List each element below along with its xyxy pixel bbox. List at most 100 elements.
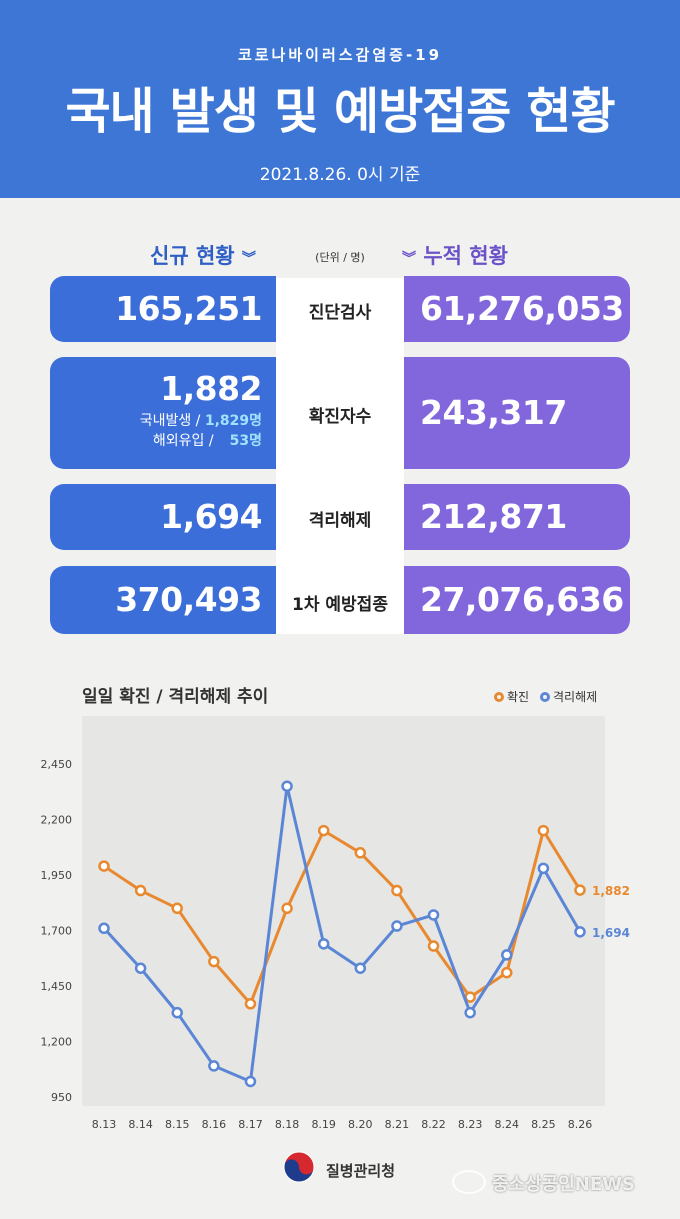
y-tick-label: 2,200 (41, 814, 73, 827)
data-point (208, 955, 220, 968)
data-point (391, 884, 403, 897)
x-tick-label: 8.23 (458, 1118, 483, 1131)
data-point (317, 824, 330, 837)
watermark: 중소상공인NEWS (452, 1170, 635, 1196)
y-tick-label: 1,200 (41, 1036, 73, 1049)
domestic-breakdown: 국내발생 / 1,829명 (50, 411, 262, 431)
watermark-logo-icon (452, 1170, 486, 1194)
new-status-heading: 신규 현황 ︾ (150, 240, 256, 270)
cumulative-released-value: 212,871 (420, 497, 567, 536)
cumulative-status-label: 누적 현황 (423, 244, 508, 268)
cumulative-tests-value: 61,276,053 (420, 289, 624, 328)
data-point (391, 920, 403, 932)
base-date: 2021.8.26. 0시 기준 (259, 165, 421, 185)
imported-label: 해외유입 / (152, 433, 214, 449)
data-point (134, 884, 147, 897)
data-point (281, 780, 293, 792)
x-tick-label: 8.13 (92, 1118, 117, 1131)
series-line-confirmed (103, 829, 582, 1006)
row-label-confirmed: 확진자수 (308, 407, 372, 427)
cumulative-vaccination-card: 27,076,636 (404, 566, 630, 634)
x-tick-label: 8.26 (568, 1118, 593, 1131)
new-tests-card: 165,251 (50, 276, 276, 342)
x-tick-label: 8.24 (495, 1118, 520, 1131)
data-point (354, 962, 367, 974)
x-tick-label: 8.20 (348, 1118, 373, 1131)
x-tick-label: 8.15 (165, 1118, 190, 1131)
row-label-vaccination: 1차 예방접종 (292, 595, 388, 615)
imported-breakdown: 해외유입 / 53명 (50, 431, 262, 451)
chevron-down-icon: ︾ (402, 251, 416, 267)
new-confirmed-value: 1,882 (160, 369, 262, 408)
data-point (281, 902, 293, 915)
data-point (244, 998, 257, 1010)
x-tick-label: 8.14 (128, 1118, 153, 1131)
legend-released-label: 격리해제 (553, 690, 598, 704)
x-tick-label: 8.16 (202, 1118, 227, 1131)
new-confirmed-card: 1,882 국내발생 / 1,829명 해외유입 / 53명 (50, 357, 276, 469)
legend-released: 격리해제 (540, 688, 597, 705)
data-point (537, 862, 550, 875)
y-tick-label: 1,700 (41, 925, 73, 938)
legend-confirmed-label: 확진 (507, 690, 530, 704)
data-point (537, 824, 550, 837)
data-point (574, 884, 586, 896)
x-tick-label: 8.25 (531, 1118, 556, 1131)
data-point (317, 938, 330, 950)
data-point (354, 847, 367, 859)
x-tick-label: 8.22 (421, 1118, 446, 1131)
unit-label: (단위 / 명) (315, 251, 365, 264)
data-point (134, 962, 147, 974)
chevron-down-icon: ︾ (241, 251, 256, 267)
y-tick-label: 1,450 (41, 980, 73, 993)
data-point (171, 1006, 183, 1019)
cumulative-tests-card: 61,276,053 (404, 276, 630, 342)
x-tick-label: 8.17 (238, 1118, 263, 1131)
y-tick-label: 2,450 (41, 758, 73, 771)
new-status-label: 신규 현황 (150, 244, 235, 268)
end-value-label: 1,694 (592, 926, 630, 940)
data-point (208, 1060, 220, 1072)
data-point (171, 902, 183, 915)
row-label-released: 격리해제 (308, 511, 372, 531)
cumulative-released-card: 212,871 (404, 484, 630, 550)
legend-released-marker (540, 692, 550, 702)
header-kicker: 코로나바이러스감염증-19 (237, 46, 443, 64)
data-point (574, 926, 586, 938)
cumulative-confirmed-value: 243,317 (420, 393, 567, 432)
y-tick-label: 1,950 (41, 869, 73, 882)
watermark-text: 중소상공인NEWS (492, 1174, 635, 1195)
center-label-panel (276, 278, 404, 634)
domestic-value: 1,829명 (204, 413, 262, 429)
cumulative-confirmed-card: 243,317 (404, 357, 630, 469)
chart-title: 일일 확진 / 격리해제 추이 (82, 687, 269, 707)
x-tick-label: 8.18 (275, 1118, 300, 1131)
data-point (464, 1006, 476, 1019)
new-tests-value: 165,251 (115, 289, 262, 328)
new-vaccination-card: 370,493 (50, 566, 276, 634)
header-banner: 코로나바이러스감염증-19 국내 발생 및 예방접종 현황 2021.8.26.… (0, 0, 680, 198)
domestic-label: 국내발생 / (139, 413, 201, 429)
new-released-value: 1,694 (160, 497, 262, 536)
data-point (427, 909, 440, 921)
y-tick-label: 950 (51, 1091, 72, 1104)
agency-name: 질병관리청 (326, 1162, 396, 1180)
line-chart: 2,450 2,200 1,950 1,700 1,450 1,200 950 8.13 8.1… (41, 716, 630, 1131)
data-point (501, 966, 513, 979)
x-tick-label: 8.21 (385, 1118, 410, 1131)
end-value-label: 1,882 (592, 884, 630, 898)
government-emblem-icon (283, 1151, 315, 1183)
imported-value: 53명 (229, 433, 262, 449)
legend-confirmed-marker (494, 692, 504, 702)
x-tick-label: 8.19 (311, 1118, 336, 1131)
row-label-tests: 진단검사 (308, 303, 372, 323)
page-title: 국내 발생 및 예방접종 현황 (65, 83, 615, 140)
data-point (244, 1075, 257, 1088)
series-line-released (102, 784, 582, 1083)
data-point (98, 922, 110, 935)
cumulative-vaccination-value: 27,076,636 (420, 580, 624, 619)
data-point (98, 860, 110, 872)
legend-confirmed: 확진 (494, 688, 529, 705)
new-released-card: 1,694 (50, 484, 276, 550)
new-vaccination-value: 370,493 (115, 580, 262, 619)
